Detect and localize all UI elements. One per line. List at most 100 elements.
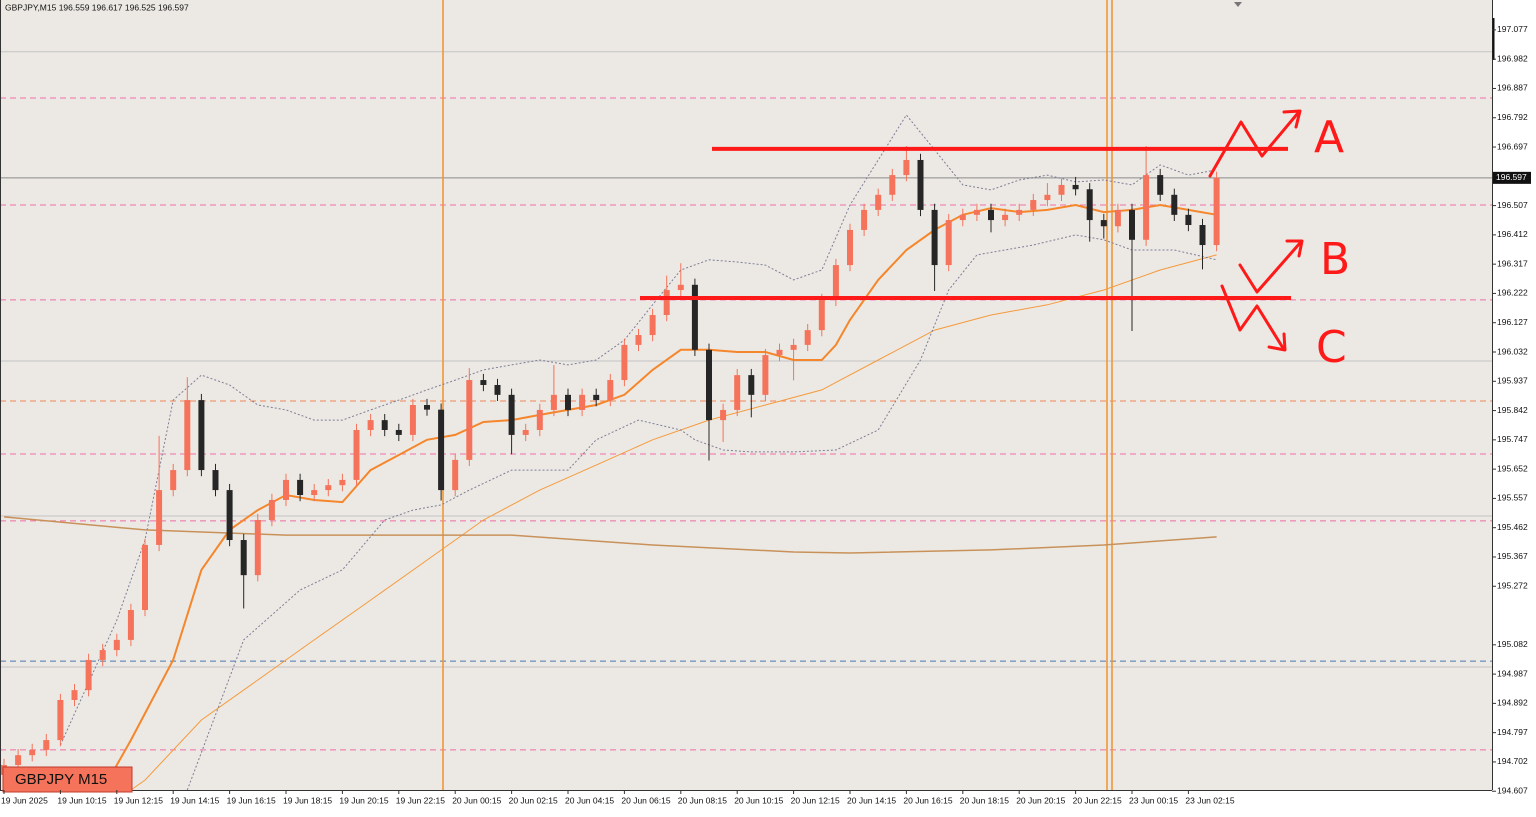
x-tick-label: 23 Jun 02:15 [1185, 795, 1234, 805]
chart-title: GBPJPY,M15 196.559 196.617 196.525 196.5… [5, 2, 189, 12]
candle-body [522, 429, 529, 435]
candle-body [565, 394, 571, 410]
annotation: B [1320, 234, 1350, 285]
candle-body [762, 355, 769, 395]
candle-body [353, 429, 360, 480]
candle-body [875, 194, 882, 210]
x-tick-label: 20 Jun 10:15 [734, 795, 783, 805]
candle-body [959, 214, 966, 221]
x-tick-label: 20 Jun 22:15 [1073, 795, 1122, 805]
x-tick-label: 20 Jun 14:15 [847, 795, 896, 805]
candle-body [607, 380, 614, 401]
y-tick-label: 194.987 [1497, 668, 1528, 678]
candle-body [917, 159, 924, 210]
x-tick-label: 20 Jun 08:15 [678, 795, 727, 805]
symbol-label: GBPJPY M15 [15, 771, 107, 788]
candle-body [790, 344, 797, 350]
y-tick-label: 196.887 [1497, 83, 1528, 93]
candle-body [424, 405, 430, 410]
y-tick-label: 195.842 [1497, 405, 1528, 415]
y-tick-label: 194.702 [1497, 756, 1528, 766]
x-tick-label: 19 Jun 10:15 [57, 795, 106, 805]
scenario-arrows [1208, 109, 1304, 352]
candle-body [297, 479, 304, 496]
candle-body [113, 639, 120, 651]
candle-body [1044, 194, 1051, 201]
candle-body [1171, 194, 1178, 215]
candle-body [720, 409, 727, 421]
indicator-line [130, 254, 1217, 791]
candle-body [649, 315, 656, 336]
candle-body [57, 699, 64, 741]
candle-body [29, 749, 36, 756]
candle-body [480, 380, 487, 385]
candle-body [1100, 220, 1107, 227]
candle-body [1058, 184, 1065, 195]
candle-body [550, 394, 557, 410]
indicator-line [101, 203, 1217, 791]
y-tick-label: 196.697 [1497, 141, 1528, 151]
x-tick-label: 19 Jun 2025 [1, 795, 48, 805]
x-tick-label: 20 Jun 12:15 [791, 795, 840, 805]
candle-body [212, 470, 219, 491]
x-tick-label: 19 Jun 20:15 [339, 795, 388, 805]
candle-body [663, 290, 670, 316]
candle-body [861, 209, 868, 230]
shift-marker [1234, 2, 1242, 7]
candle-body [988, 209, 994, 221]
candle-body [579, 394, 586, 410]
candle-body [240, 540, 247, 576]
candle-body [1213, 177, 1220, 246]
candle-body [1185, 214, 1192, 226]
candle-body [15, 755, 22, 766]
axis-layer: 197.077 196.982 196.887 196.792 196.697 196.5… [1, 24, 1531, 805]
candle-body [268, 499, 275, 520]
candle-body [311, 490, 318, 496]
candle-body [142, 544, 148, 610]
candle-body [438, 409, 445, 491]
candle-layer [1, 146, 1220, 782]
candle-body [494, 384, 501, 395]
candle-body [71, 690, 78, 700]
current-price-label: 196.597 [1496, 172, 1527, 182]
candle-body [889, 175, 896, 195]
current-price-box [1493, 171, 1531, 184]
arrowhead-a [1282, 109, 1302, 129]
y-tick-label: 195.937 [1497, 376, 1528, 386]
candle-body [127, 609, 134, 640]
y-tick-label: 196.222 [1497, 288, 1528, 298]
arrow-c [1220, 284, 1285, 350]
candle-body [973, 209, 980, 215]
candle-body [409, 405, 416, 435]
candle-body [536, 409, 543, 430]
x-tick-label: 20 Jun 16:15 [903, 795, 952, 805]
candle-body [945, 220, 952, 266]
candle-body [734, 375, 741, 410]
y-tick-label: 195.652 [1497, 463, 1528, 473]
candle-body [466, 380, 473, 460]
candle-body [706, 349, 712, 421]
candle-body [170, 470, 177, 491]
candle-body [804, 330, 811, 345]
x-tick-label: 19 Jun 14:15 [170, 795, 219, 805]
candle-body [847, 229, 853, 266]
candle-body [395, 429, 402, 435]
level-layer [640, 146, 1291, 301]
symbol-label-box [2, 766, 133, 793]
arrowhead-b [1285, 239, 1304, 258]
y-tick-label: 195.462 [1497, 522, 1528, 532]
candle-body [367, 420, 374, 430]
candle-body [452, 459, 459, 491]
x-tick-label: 19 Jun 18:15 [283, 795, 332, 805]
x-tick-label: 20 Jun 18:15 [960, 795, 1009, 805]
arrow-b [1238, 241, 1302, 294]
candle-body [156, 490, 163, 545]
x-tick-label: 20 Jun 02:15 [509, 795, 558, 805]
candle-body [1016, 209, 1023, 215]
x-tick-label: 20 Jun 04:15 [565, 795, 614, 805]
candle-body [1129, 209, 1135, 240]
candle-body [832, 265, 839, 300]
candle-body [226, 490, 233, 541]
y-tick-label: 196.982 [1497, 53, 1528, 63]
